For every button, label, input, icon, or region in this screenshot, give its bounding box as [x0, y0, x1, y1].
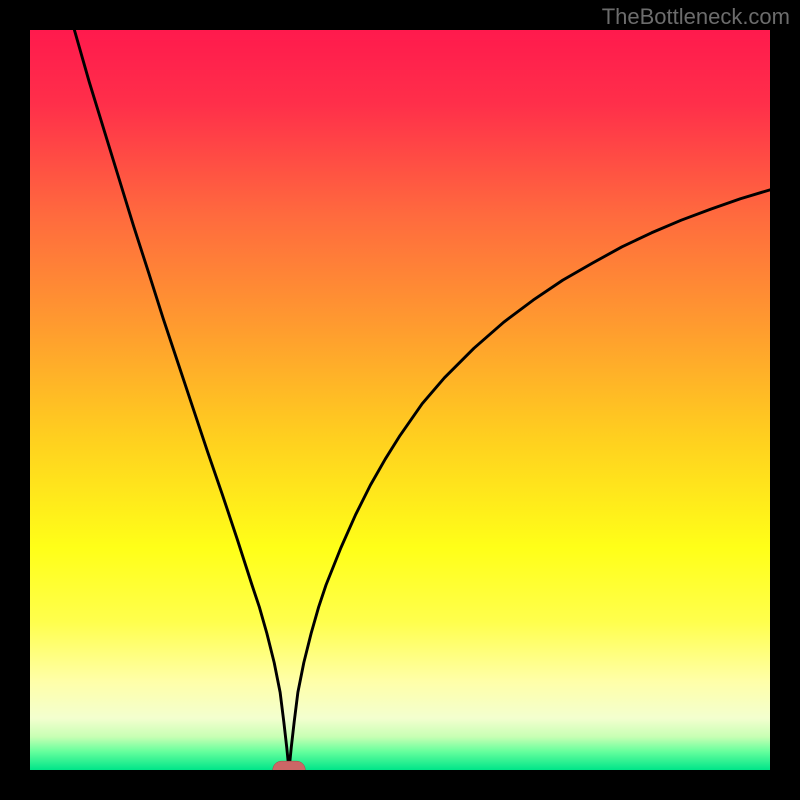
plot-background [30, 30, 770, 770]
chart-container: TheBottleneck.com [0, 0, 800, 800]
optimal-point-marker [273, 761, 306, 770]
plot-area [30, 30, 770, 770]
bottleneck-curve-chart [30, 30, 770, 770]
watermark-text: TheBottleneck.com [602, 4, 790, 30]
